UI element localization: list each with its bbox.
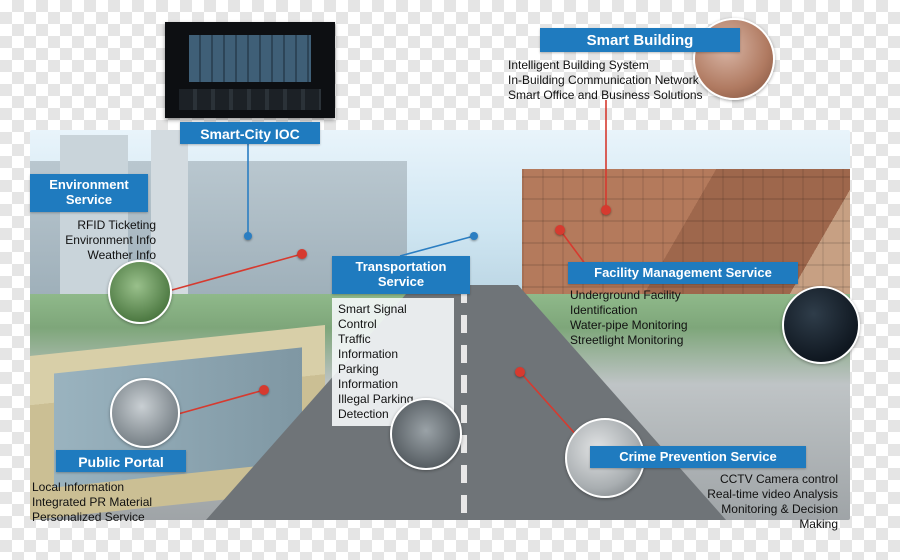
leader-dot [244,232,252,240]
smart-city-infographic: Smart-City IOC Smart Building Intelligen… [0,0,900,560]
environment-label: Environment Service [30,174,148,212]
public-portal-label: Public Portal [56,450,186,472]
facility-circle [782,286,860,364]
public-portal-desc: Local Information Integrated PR Material… [32,480,202,525]
smart-building-desc: Intelligent Building System In-Building … [508,58,768,103]
leader-dot [259,385,269,395]
leader-dot [555,225,565,235]
leader-dot [297,249,307,259]
leader-dot [515,367,525,377]
leader-dot [470,232,478,240]
environment-desc: RFID Ticketing Environment Info Weather … [36,218,156,263]
transportation-circle [390,398,462,470]
crime-desc: CCTV Camera control Real-time video Anal… [638,472,838,532]
ioc-graphic [165,22,335,118]
facility-label: Facility Management Service [568,262,798,284]
transportation-label: Transportation Service [332,256,470,294]
environment-circle [108,260,172,324]
public-portal-circle [110,378,180,448]
smart-building-label: Smart Building [540,28,740,52]
facility-desc: Underground Facility Identification Wate… [570,288,770,348]
ioc-label: Smart-City IOC [180,122,320,144]
crime-label: Crime Prevention Service [590,446,806,468]
leader-dot [601,205,611,215]
